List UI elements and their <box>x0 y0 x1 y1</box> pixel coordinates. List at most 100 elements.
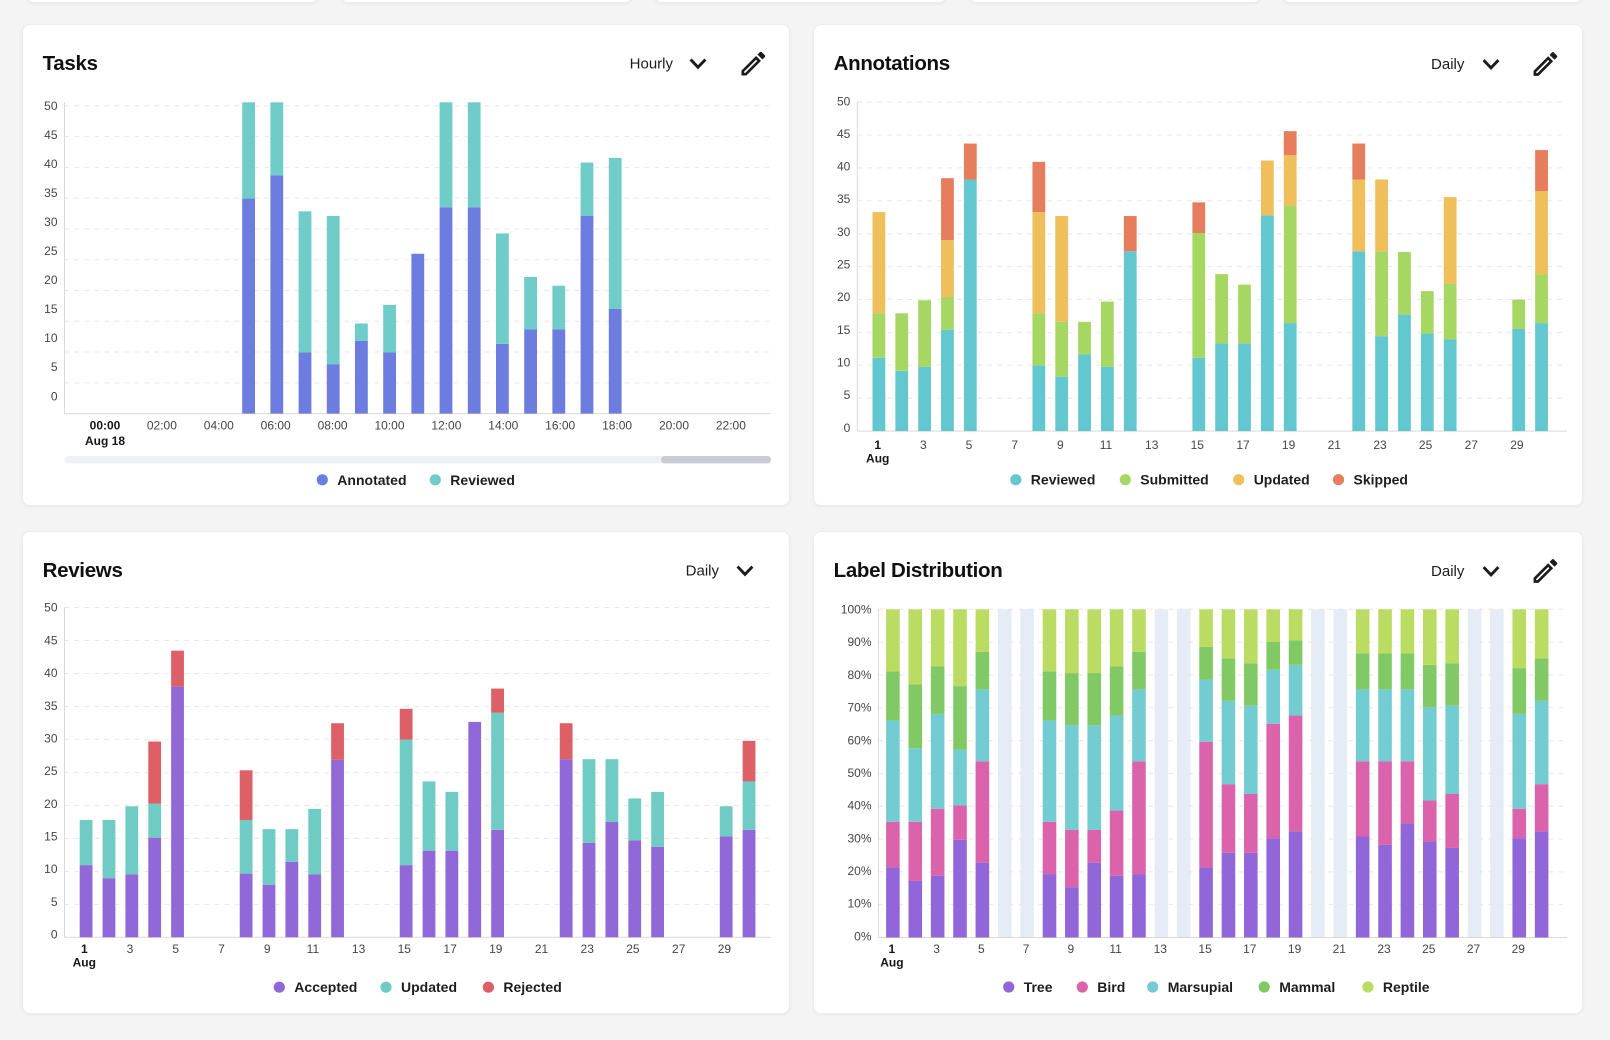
svg-text:7: 7 <box>1011 438 1018 452</box>
svg-text:Hourly: Hourly <box>630 56 674 73</box>
svg-text:45: 45 <box>44 128 58 142</box>
svg-text:5: 5 <box>844 388 851 402</box>
svg-text:1: 1 <box>889 942 896 956</box>
svg-text:21: 21 <box>1333 942 1347 956</box>
svg-text:Marsupial: Marsupial <box>1168 979 1233 995</box>
svg-text:18:00: 18:00 <box>602 418 632 432</box>
svg-text:19: 19 <box>1288 942 1302 956</box>
svg-text:35: 35 <box>837 192 851 206</box>
svg-text:20:00: 20:00 <box>659 418 689 432</box>
svg-text:25: 25 <box>626 942 640 956</box>
svg-text:45: 45 <box>44 633 58 647</box>
svg-text:80%: 80% <box>847 668 871 682</box>
svg-text:25: 25 <box>1419 438 1433 452</box>
svg-text:0: 0 <box>51 928 58 942</box>
svg-text:30%: 30% <box>847 831 871 845</box>
svg-text:25: 25 <box>837 258 851 272</box>
svg-text:1: 1 <box>874 438 881 452</box>
svg-text:30: 30 <box>44 732 58 746</box>
svg-text:23: 23 <box>581 942 595 956</box>
svg-text:08:00: 08:00 <box>318 418 348 432</box>
svg-text:0%: 0% <box>854 929 872 943</box>
svg-text:16:00: 16:00 <box>545 418 575 432</box>
svg-text:10: 10 <box>837 356 851 370</box>
svg-text:70%: 70% <box>847 701 871 715</box>
svg-text:10: 10 <box>44 331 58 345</box>
svg-text:20: 20 <box>44 797 58 811</box>
svg-text:19: 19 <box>489 942 503 956</box>
svg-text:40: 40 <box>44 157 58 171</box>
svg-text:27: 27 <box>672 942 686 956</box>
svg-text:21: 21 <box>1328 438 1342 452</box>
svg-text:Skipped: Skipped <box>1354 472 1408 488</box>
svg-text:25: 25 <box>44 764 58 778</box>
svg-text:15: 15 <box>1198 942 1212 956</box>
svg-text:29: 29 <box>1512 942 1526 956</box>
svg-text:14:00: 14:00 <box>488 418 518 432</box>
svg-text:7: 7 <box>1023 942 1030 956</box>
svg-text:Daily: Daily <box>1431 563 1465 580</box>
svg-text:27: 27 <box>1467 942 1481 956</box>
svg-text:25: 25 <box>1422 942 1436 956</box>
svg-text:9: 9 <box>1057 438 1064 452</box>
svg-text:Updated: Updated <box>401 979 457 995</box>
svg-text:13: 13 <box>1154 942 1168 956</box>
svg-text:40: 40 <box>837 160 851 174</box>
svg-text:25: 25 <box>44 244 58 258</box>
svg-text:00:00: 00:00 <box>90 418 121 432</box>
svg-text:5: 5 <box>966 438 973 452</box>
svg-text:3: 3 <box>127 942 134 956</box>
svg-text:100%: 100% <box>841 603 872 617</box>
svg-text:04:00: 04:00 <box>204 418 234 432</box>
svg-text:Annotations: Annotations <box>834 52 950 75</box>
svg-text:Reviews: Reviews <box>43 559 123 582</box>
svg-text:45: 45 <box>837 127 851 141</box>
svg-text:9: 9 <box>1068 942 1075 956</box>
svg-text:50: 50 <box>44 99 58 113</box>
svg-text:Rejected: Rejected <box>503 979 561 995</box>
svg-text:40: 40 <box>44 666 58 680</box>
svg-text:Updated: Updated <box>1254 472 1310 488</box>
svg-text:10%: 10% <box>847 897 871 911</box>
svg-text:Aug: Aug <box>880 955 903 969</box>
svg-text:17: 17 <box>1236 438 1250 452</box>
svg-text:11: 11 <box>307 942 320 956</box>
svg-text:Aug: Aug <box>73 955 96 969</box>
svg-text:50: 50 <box>44 601 58 615</box>
svg-text:19: 19 <box>1282 438 1296 452</box>
svg-text:30: 30 <box>837 225 851 239</box>
svg-text:Reptile: Reptile <box>1383 979 1430 995</box>
svg-text:Daily: Daily <box>686 563 720 580</box>
svg-text:Submitted: Submitted <box>1140 472 1208 488</box>
svg-text:Reviewed: Reviewed <box>450 472 515 488</box>
svg-text:0: 0 <box>51 389 58 403</box>
svg-text:1: 1 <box>81 942 88 956</box>
svg-text:3: 3 <box>920 438 927 452</box>
svg-text:15: 15 <box>1191 438 1205 452</box>
svg-text:23: 23 <box>1373 438 1387 452</box>
svg-text:15: 15 <box>398 942 412 956</box>
svg-text:5: 5 <box>172 942 179 956</box>
svg-text:35: 35 <box>44 699 58 713</box>
svg-text:35: 35 <box>44 186 58 200</box>
svg-text:22:00: 22:00 <box>716 418 746 432</box>
svg-text:5: 5 <box>51 895 58 909</box>
svg-text:5: 5 <box>978 942 985 956</box>
svg-text:17: 17 <box>443 942 457 956</box>
svg-text:12:00: 12:00 <box>431 418 461 432</box>
svg-text:15: 15 <box>44 302 58 316</box>
svg-text:20: 20 <box>837 290 851 304</box>
svg-text:23: 23 <box>1377 942 1391 956</box>
svg-text:Reviewed: Reviewed <box>1031 472 1096 488</box>
svg-text:11: 11 <box>1100 438 1113 452</box>
svg-text:3: 3 <box>933 942 940 956</box>
svg-text:20%: 20% <box>847 864 871 878</box>
svg-text:Label Distribution: Label Distribution <box>834 559 1003 582</box>
svg-text:Tasks: Tasks <box>43 52 98 75</box>
svg-text:10:00: 10:00 <box>374 418 404 432</box>
svg-text:06:00: 06:00 <box>261 418 291 432</box>
svg-text:Tree: Tree <box>1024 979 1053 995</box>
svg-text:27: 27 <box>1465 438 1479 452</box>
svg-text:Annotated: Annotated <box>337 472 406 488</box>
svg-text:15: 15 <box>44 830 58 844</box>
